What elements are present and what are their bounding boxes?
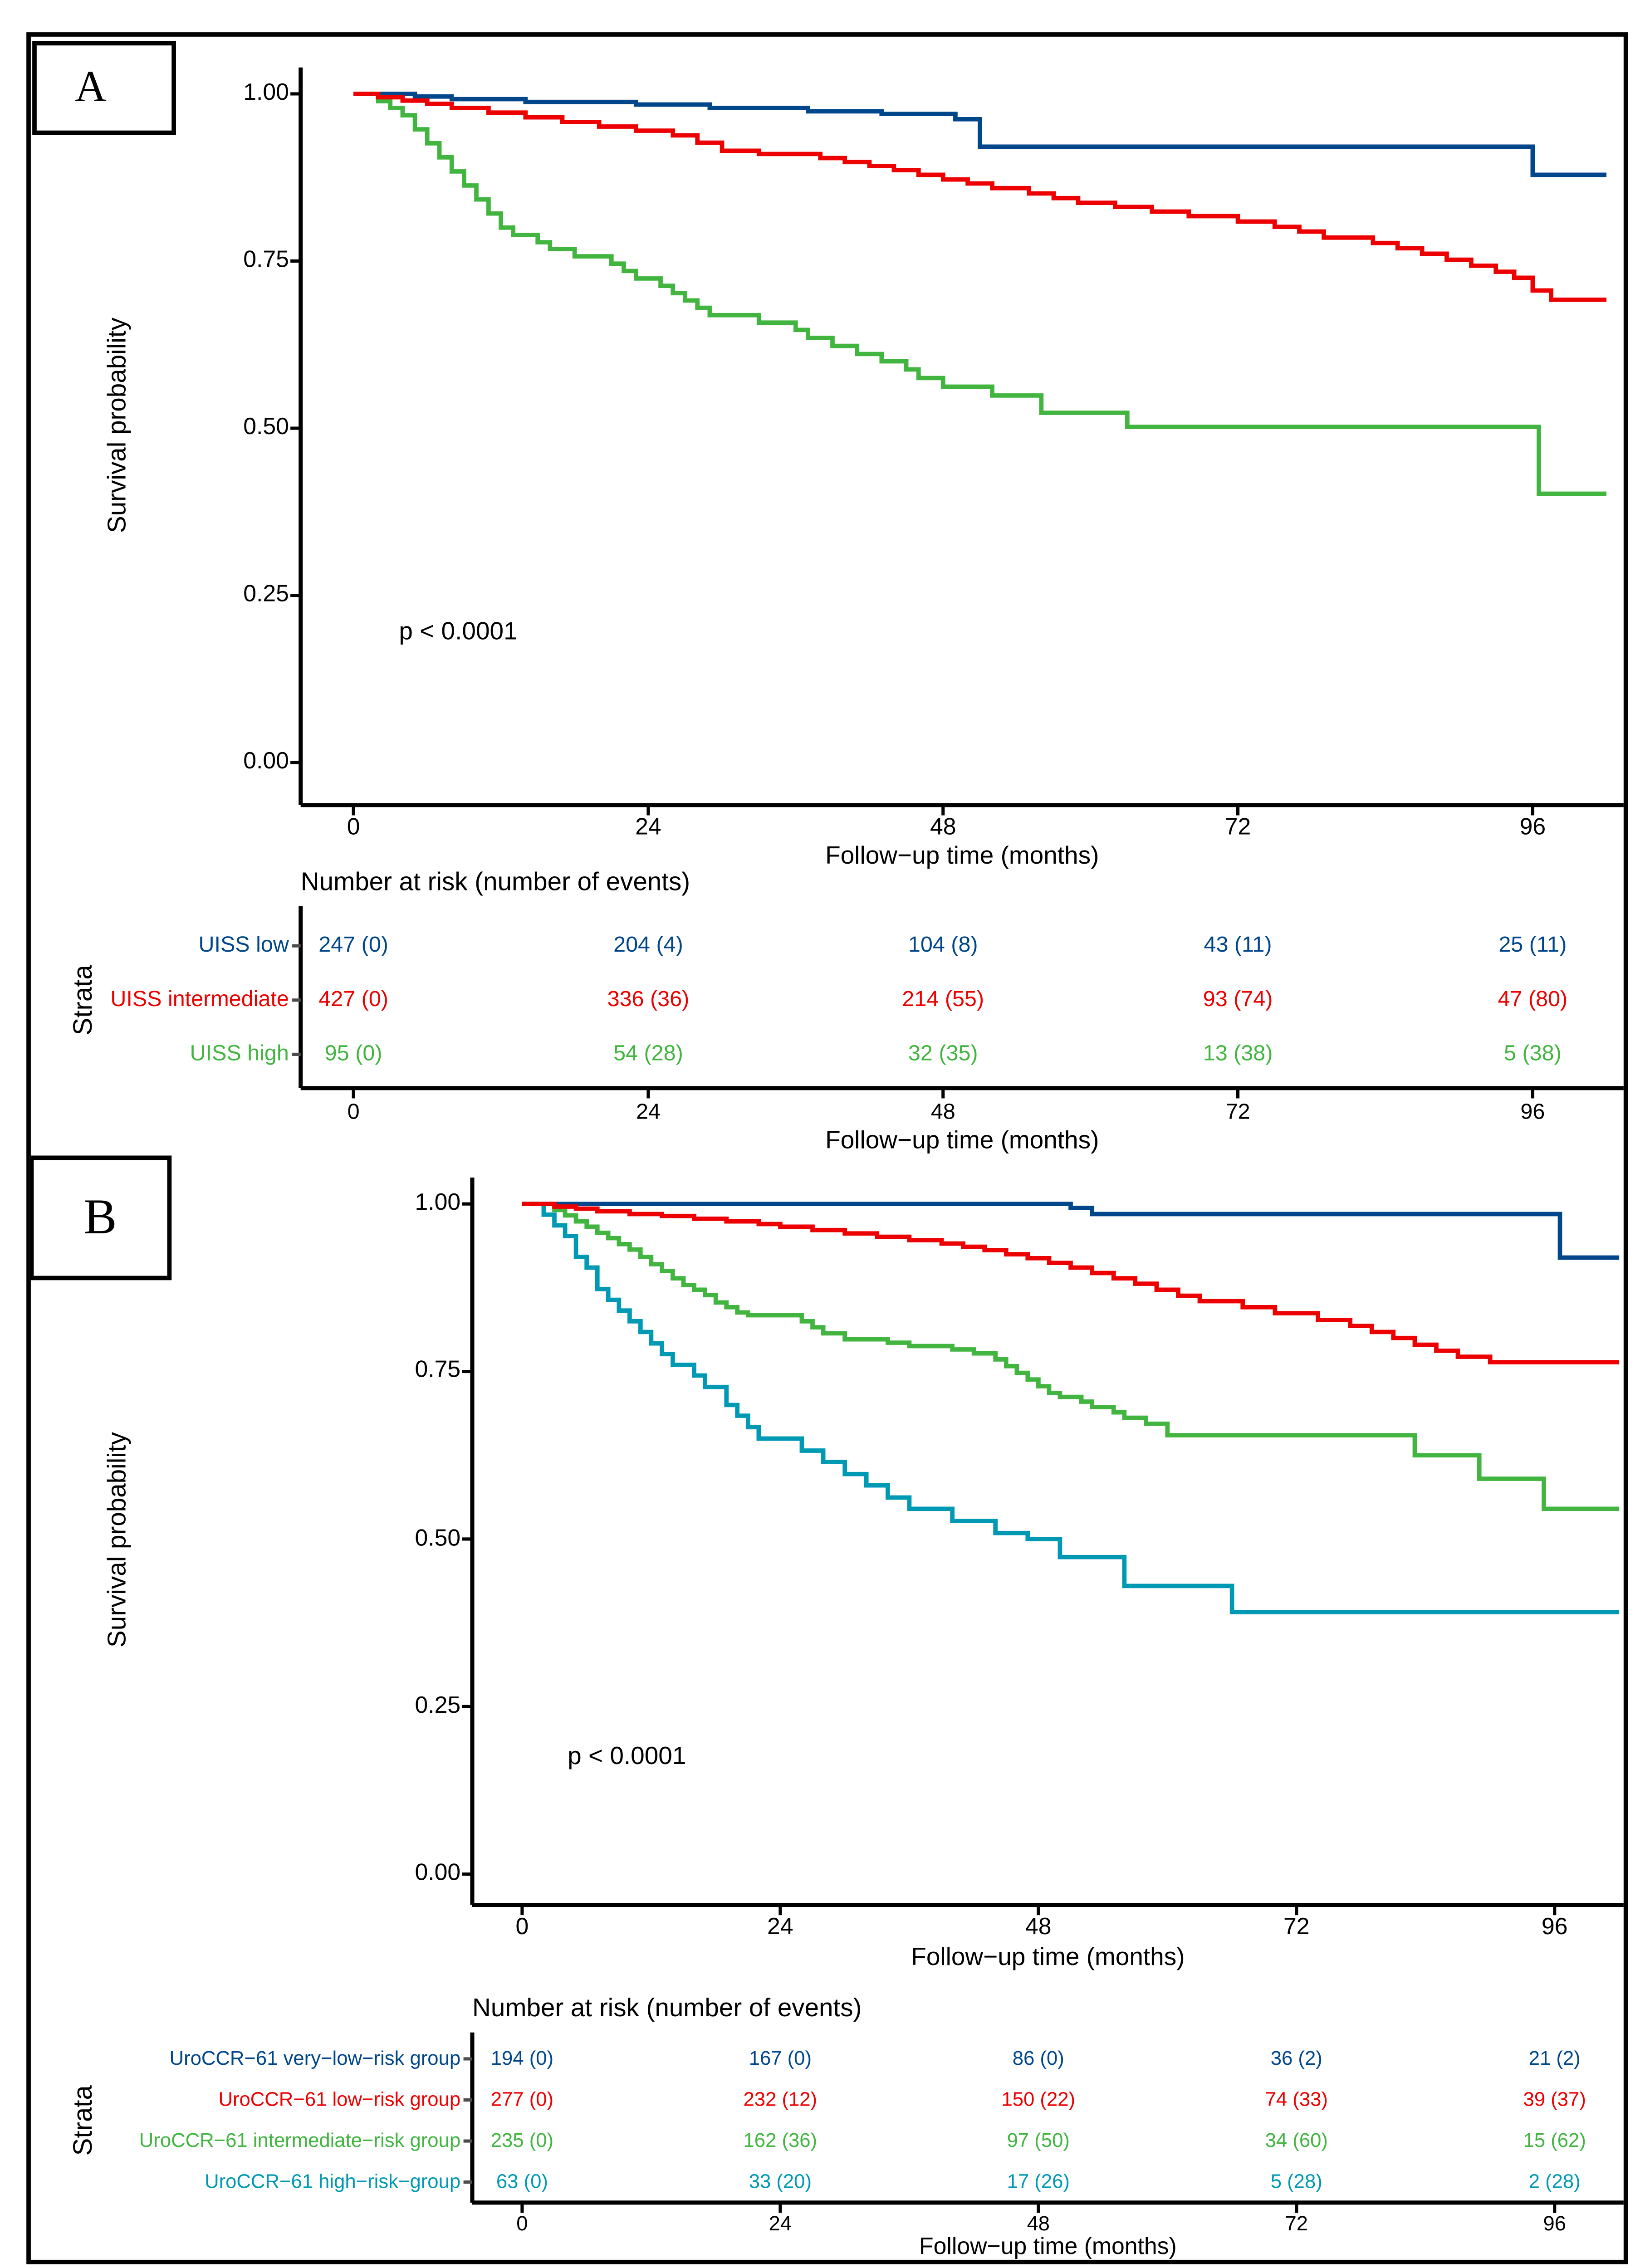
risk-count-cell: 5 (38) bbox=[1504, 1041, 1562, 1066]
risk-count-cell: 427 (0) bbox=[318, 987, 388, 1012]
x-tick-label: 48 bbox=[1025, 1915, 1052, 1941]
risk-table-x-tick-label: 48 bbox=[1027, 2211, 1050, 2235]
panel-b-x-axis-title: Follow−up time (months) bbox=[911, 1943, 1185, 1971]
x-tick-label: 96 bbox=[1519, 815, 1546, 841]
y-tick-label: 0.25 bbox=[415, 1693, 461, 1719]
risk-count-cell: 32 (35) bbox=[908, 1041, 978, 1066]
km-curve-uroccr−61-very−low−risk-group bbox=[522, 1202, 1620, 1260]
risk-table-x-tick-label: 48 bbox=[930, 1100, 955, 1125]
x-tick-label: 24 bbox=[767, 1915, 793, 1941]
risk-count-cell: 247 (0) bbox=[318, 933, 388, 958]
risk-count-cell: 63 (0) bbox=[496, 2170, 548, 2193]
risk-count-cell: 47 (80) bbox=[1498, 987, 1568, 1012]
risk-row-label: UISS intermediate bbox=[110, 987, 289, 1012]
risk-count-cell: 36 (2) bbox=[1270, 2047, 1322, 2069]
risk-count-cell: 97 (50) bbox=[1007, 2129, 1070, 2151]
risk-count-cell: 25 (11) bbox=[1498, 933, 1567, 958]
x-tick-label: 0 bbox=[347, 815, 360, 841]
y-tick-label: 0.75 bbox=[415, 1358, 461, 1383]
risk-count-cell: 162 (36) bbox=[743, 2129, 818, 2151]
x-tick-label: 0 bbox=[515, 1915, 529, 1941]
risk-count-cell: 74 (33) bbox=[1265, 2088, 1328, 2111]
risk-row-label: UroCCR−61 low−risk group bbox=[218, 2088, 461, 2111]
x-tick-label: 72 bbox=[1224, 815, 1251, 841]
x-tick-label: 96 bbox=[1541, 1915, 1568, 1941]
risk-table-x-tick-label: 24 bbox=[636, 1100, 661, 1125]
panel-a-x-axis-title: Follow−up time (months) bbox=[825, 841, 1099, 870]
panel-a-y-axis-title: Survival probability bbox=[102, 318, 132, 533]
risk-table-x-tick-label: 24 bbox=[769, 2211, 792, 2235]
km-curve-uiss-low bbox=[353, 92, 1606, 177]
risk-row-label: UroCCR−61 very−low−risk group bbox=[169, 2047, 461, 2069]
panel-a-risk-table-title: Number at risk (number of events) bbox=[300, 866, 690, 896]
km-curve-uiss-high bbox=[353, 92, 1606, 496]
y-tick-label: 0.50 bbox=[415, 1525, 461, 1551]
risk-count-cell: 39 (37) bbox=[1523, 2088, 1586, 2111]
risk-count-cell: 13 (38) bbox=[1203, 1041, 1273, 1066]
risk-count-cell: 33 (20) bbox=[749, 2170, 812, 2193]
km-curve-uroccr−61-intermediate−risk-group bbox=[522, 1202, 1620, 1511]
risk-count-cell: 167 (0) bbox=[749, 2047, 812, 2069]
risk-count-cell: 2 (28) bbox=[1528, 2170, 1581, 2193]
risk-count-cell: 86 (0) bbox=[1012, 2047, 1064, 2069]
risk-count-cell: 336 (36) bbox=[607, 987, 690, 1012]
risk-count-cell: 194 (0) bbox=[490, 2047, 554, 2069]
risk-count-cell: 43 (11) bbox=[1204, 933, 1272, 958]
panel-b-label: B bbox=[83, 1190, 117, 1245]
panel-a-label: A bbox=[74, 63, 107, 112]
risk-count-cell: 277 (0) bbox=[490, 2088, 554, 2111]
km-curve-uroccr−61-high−risk−group bbox=[522, 1202, 1620, 1614]
risk-table-x-tick-label: 72 bbox=[1225, 1100, 1250, 1125]
y-tick-label: 0.50 bbox=[243, 415, 289, 440]
risk-table-x-tick-label: 0 bbox=[516, 2211, 528, 2235]
risk-count-cell: 93 (74) bbox=[1203, 987, 1273, 1012]
risk-count-cell: 232 (12) bbox=[743, 2088, 818, 2111]
risk-count-cell: 17 (26) bbox=[1007, 2170, 1070, 2193]
figure-border bbox=[26, 32, 1628, 2264]
panel-b-box: B bbox=[29, 1155, 172, 1281]
panel-a-risk-table-x-axis-title: Follow−up time (months) bbox=[825, 1126, 1099, 1154]
risk-count-cell: 54 (28) bbox=[613, 1041, 683, 1066]
risk-table-x-tick-label: 0 bbox=[347, 1100, 360, 1125]
risk-count-cell: 150 (22) bbox=[1001, 2088, 1076, 2111]
y-tick-label: 0.25 bbox=[243, 582, 289, 607]
x-tick-label: 72 bbox=[1283, 1915, 1310, 1941]
risk-count-cell: 34 (60) bbox=[1265, 2129, 1328, 2151]
panel-b-p-value: p < 0.0001 bbox=[568, 1742, 686, 1770]
risk-count-cell: 95 (0) bbox=[324, 1041, 382, 1066]
risk-row-label: UroCCR−61 high−risk−group bbox=[205, 2170, 461, 2193]
risk-count-cell: 204 (4) bbox=[613, 933, 683, 958]
panel-a-box: A bbox=[32, 41, 176, 135]
risk-row-label: UISS high bbox=[190, 1041, 289, 1066]
panel-a-p-value: p < 0.0001 bbox=[399, 617, 518, 645]
y-tick-label: 1.00 bbox=[415, 1191, 461, 1216]
km-curve-uroccr−61-low−risk-group bbox=[522, 1202, 1620, 1364]
y-tick-label: 0.75 bbox=[243, 248, 289, 273]
panel-b-y-axis-title: Survival probability bbox=[102, 1432, 132, 1647]
km-curve-uiss-intermediate bbox=[353, 92, 1606, 302]
risk-count-cell: 21 (2) bbox=[1528, 2047, 1581, 2069]
risk-count-cell: 214 (55) bbox=[902, 987, 984, 1012]
risk-count-cell: 5 (28) bbox=[1270, 2170, 1322, 2193]
risk-table-x-tick-label: 96 bbox=[1520, 1100, 1545, 1125]
y-tick-label: 0.00 bbox=[243, 749, 289, 774]
risk-row-label: UISS low bbox=[198, 933, 289, 958]
risk-count-cell: 235 (0) bbox=[490, 2129, 554, 2151]
x-tick-label: 48 bbox=[930, 815, 956, 841]
risk-table-x-tick-label: 96 bbox=[1543, 2211, 1566, 2235]
risk-count-cell: 104 (8) bbox=[908, 933, 978, 958]
risk-table-x-tick-label: 72 bbox=[1285, 2211, 1308, 2235]
y-tick-label: 1.00 bbox=[243, 80, 289, 106]
panel-b-risk-table-title: Number at risk (number of events) bbox=[472, 1993, 862, 2023]
panel-b-risk-table-x-axis-title: Follow−up time (months) bbox=[919, 2234, 1177, 2260]
y-tick-label: 0.00 bbox=[415, 1861, 461, 1886]
x-tick-label: 24 bbox=[635, 815, 661, 841]
risk-count-cell: 15 (62) bbox=[1523, 2129, 1586, 2151]
risk-row-label: UroCCR−61 intermediate−risk group bbox=[139, 2129, 461, 2151]
